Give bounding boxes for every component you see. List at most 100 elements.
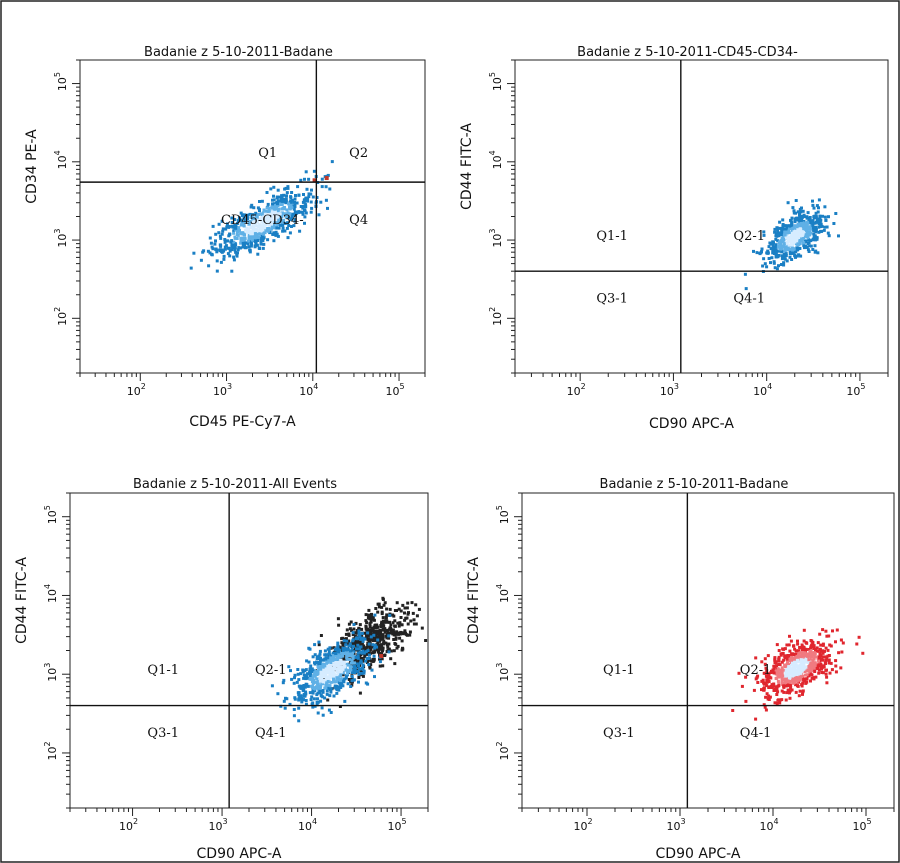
event-point bbox=[361, 666, 364, 670]
event-point bbox=[255, 218, 259, 222]
event-point bbox=[771, 244, 775, 247]
event-point bbox=[219, 260, 223, 264]
event-point bbox=[780, 250, 784, 254]
event-point bbox=[818, 221, 822, 225]
event-point bbox=[199, 258, 203, 262]
event-point bbox=[775, 702, 779, 705]
event-point bbox=[777, 684, 781, 688]
event-point bbox=[321, 674, 325, 678]
event-point bbox=[324, 673, 328, 677]
event-point bbox=[791, 656, 795, 660]
event-point bbox=[820, 667, 824, 671]
axis-ticks bbox=[62, 492, 429, 816]
event-point bbox=[410, 601, 414, 605]
x-tick-label: 104 bbox=[753, 382, 772, 398]
event-point bbox=[403, 606, 407, 610]
event-point bbox=[324, 653, 328, 657]
event-point bbox=[362, 669, 366, 673]
event-point bbox=[313, 653, 317, 657]
event-point bbox=[807, 238, 811, 241]
event-point bbox=[808, 654, 812, 658]
event-point bbox=[823, 225, 827, 229]
event-point bbox=[816, 220, 820, 224]
event-point bbox=[334, 686, 338, 690]
event-point bbox=[277, 199, 281, 203]
event-point bbox=[801, 209, 805, 213]
event-point bbox=[352, 678, 356, 682]
event-point bbox=[824, 218, 828, 222]
event-point bbox=[821, 643, 825, 647]
event-point bbox=[811, 203, 815, 207]
event-point bbox=[754, 656, 758, 660]
event-point bbox=[802, 237, 806, 240]
event-point bbox=[420, 626, 424, 630]
event-point bbox=[293, 200, 296, 204]
event-point bbox=[237, 246, 241, 250]
event-point bbox=[827, 634, 831, 638]
event-point bbox=[765, 692, 769, 696]
event-point bbox=[803, 666, 807, 670]
event-point bbox=[795, 242, 798, 246]
event-point bbox=[772, 260, 776, 264]
event-point bbox=[790, 247, 794, 251]
event-point bbox=[309, 210, 313, 214]
event-point bbox=[811, 221, 815, 225]
event-point bbox=[343, 646, 347, 650]
event-point bbox=[279, 199, 283, 203]
event-point bbox=[817, 656, 821, 660]
event-point bbox=[389, 623, 393, 627]
event-point bbox=[786, 201, 790, 205]
event-point bbox=[342, 657, 346, 661]
event-point bbox=[783, 224, 787, 228]
event-point bbox=[786, 235, 790, 239]
event-point bbox=[826, 648, 830, 652]
event-point bbox=[824, 672, 828, 676]
quadrant-label: Q2-1 bbox=[255, 663, 287, 678]
axis-ticks bbox=[514, 492, 895, 816]
event-point bbox=[782, 658, 786, 662]
event-point bbox=[306, 672, 310, 676]
event-point bbox=[830, 668, 834, 672]
event-point bbox=[313, 661, 316, 665]
event-point bbox=[284, 201, 288, 205]
event-point bbox=[313, 674, 317, 678]
event-point bbox=[366, 631, 370, 635]
event-point bbox=[370, 668, 374, 672]
event-point bbox=[362, 651, 366, 655]
event-point bbox=[277, 218, 281, 222]
event-point bbox=[211, 247, 215, 251]
event-point bbox=[799, 660, 803, 664]
event-point bbox=[340, 682, 344, 686]
event-point bbox=[279, 214, 283, 218]
event-point bbox=[776, 233, 780, 237]
event-point bbox=[340, 654, 344, 658]
event-point bbox=[260, 216, 264, 220]
event-point bbox=[304, 170, 308, 174]
event-point bbox=[338, 662, 342, 666]
event-point bbox=[310, 188, 313, 192]
event-point bbox=[346, 648, 350, 652]
event-point bbox=[376, 602, 380, 606]
event-point bbox=[823, 661, 827, 665]
event-point bbox=[398, 621, 402, 625]
event-point bbox=[356, 651, 360, 655]
event-point bbox=[303, 215, 307, 219]
event-point bbox=[291, 198, 295, 202]
y-axis-label: CD44 FITC-A bbox=[466, 557, 482, 644]
event-point bbox=[378, 652, 381, 655]
event-point bbox=[817, 671, 821, 675]
event-point bbox=[399, 630, 403, 634]
event-point bbox=[787, 676, 791, 680]
event-point bbox=[785, 691, 789, 695]
event-point bbox=[354, 659, 358, 663]
event-point bbox=[256, 252, 260, 256]
event-point bbox=[374, 623, 378, 627]
event-point bbox=[777, 675, 781, 679]
event-point bbox=[375, 648, 379, 652]
event-point bbox=[296, 668, 300, 671]
event-point bbox=[304, 683, 308, 687]
event-point bbox=[389, 630, 393, 634]
event-point bbox=[781, 244, 785, 248]
event-point bbox=[400, 623, 404, 627]
event-point bbox=[826, 231, 830, 235]
